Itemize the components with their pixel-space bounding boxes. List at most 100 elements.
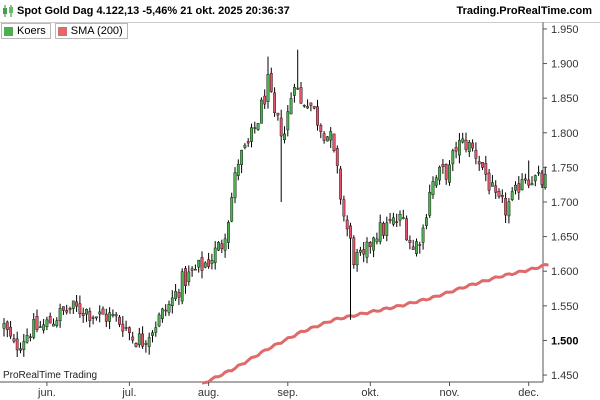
candle-body <box>372 237 375 251</box>
candle-body <box>230 197 234 222</box>
candle-body <box>55 320 59 327</box>
candle-body <box>524 178 527 181</box>
candle-body <box>124 327 128 329</box>
candle-body <box>174 291 177 299</box>
brand-label[interactable]: Trading.ProRealTime.com <box>456 5 592 17</box>
candle-body <box>283 133 286 140</box>
candle-body <box>299 87 303 104</box>
candle-body <box>286 111 290 131</box>
candle-body <box>233 172 237 199</box>
x-tick-label: nov. <box>440 387 460 399</box>
candle-body <box>487 172 491 191</box>
candle-body <box>345 219 349 230</box>
legend-swatch-sma <box>57 26 67 36</box>
candle-body <box>497 190 501 197</box>
candle-body <box>507 201 511 217</box>
candle-body <box>134 343 138 347</box>
candle-body <box>458 140 461 156</box>
candle-body <box>154 327 158 333</box>
candle-body <box>177 291 181 298</box>
candle-body <box>398 214 402 221</box>
candle-body <box>448 164 451 183</box>
candle-body <box>451 150 455 165</box>
candle-body <box>111 313 115 316</box>
candle-body <box>428 191 432 216</box>
candle-body <box>217 242 220 251</box>
candle-body <box>2 323 6 329</box>
candle-body <box>81 313 85 316</box>
candle-body <box>395 221 399 223</box>
candle-body <box>5 321 9 331</box>
x-axis-ticks: jun. jul. aug. sep. okt. nov. dec. <box>37 382 539 399</box>
candle-body <box>543 173 547 188</box>
candle-body <box>157 314 161 327</box>
candle-body <box>256 123 260 130</box>
candle-body <box>236 164 240 176</box>
candle-body <box>71 300 75 309</box>
candle-body <box>385 222 389 236</box>
candle-body <box>243 144 247 148</box>
legend-item-price[interactable]: Koers <box>1 23 51 39</box>
y-tick-label: 1.950 <box>551 24 579 36</box>
candle-body <box>78 303 82 315</box>
candle-body <box>401 217 405 219</box>
candle-body <box>101 308 105 315</box>
x-tick-label: jun. <box>37 387 56 399</box>
candle-body <box>537 171 541 174</box>
candle-body <box>494 185 498 193</box>
candle-body <box>504 198 507 216</box>
candle-body <box>68 308 72 310</box>
candle-body <box>203 262 207 268</box>
candle-body <box>517 183 521 193</box>
candle-body <box>352 237 356 266</box>
candle-body <box>266 74 270 102</box>
sma-series <box>201 263 549 385</box>
candle-body <box>131 336 135 341</box>
candle-body <box>187 271 191 282</box>
candle-body <box>246 141 250 144</box>
candle-body <box>481 162 484 168</box>
legend-label-sma: SMA (200) <box>70 25 123 37</box>
candle-body <box>510 191 514 200</box>
candle-body <box>289 98 293 115</box>
y-tick-label: 1.800 <box>551 128 579 140</box>
candle-body <box>193 268 197 271</box>
candle-body <box>15 338 19 351</box>
candle-body <box>88 311 92 321</box>
candle-body <box>141 333 144 347</box>
candle-body <box>151 332 154 336</box>
legend-label-price: Koers <box>17 25 46 37</box>
candle-body <box>170 297 174 307</box>
candle-body <box>269 72 273 92</box>
candle-body <box>368 242 372 247</box>
candle-body <box>29 336 32 338</box>
candle-body <box>520 179 524 191</box>
candle-body <box>461 138 465 143</box>
candle-body <box>62 306 65 311</box>
watermark: ProRealTime Trading <box>3 370 98 381</box>
candle-body <box>263 95 267 105</box>
y-axis-ticks: 1.950 1.900 1.850 1.800 1.750 1.700 1.650 1.600… <box>543 24 579 382</box>
y-tick-label: 1.500 <box>551 335 579 347</box>
candle-body <box>392 217 395 225</box>
candle-body <box>355 251 359 266</box>
candle-body <box>454 147 458 152</box>
candle-body <box>500 195 504 198</box>
candle-body <box>250 127 253 142</box>
candle-body <box>160 308 164 319</box>
candle-body <box>167 304 171 313</box>
candle-body <box>147 337 151 347</box>
candle-body <box>9 326 12 337</box>
legend-item-sma[interactable]: SMA (200) <box>54 23 128 39</box>
candle-body <box>85 308 88 315</box>
candles-series <box>2 49 547 357</box>
candle-body <box>12 338 16 342</box>
candle-body <box>22 341 26 350</box>
candle-body <box>164 309 168 312</box>
candle-body <box>339 168 342 200</box>
candle-body <box>326 136 329 142</box>
candle-body <box>477 161 481 165</box>
candle-body <box>484 163 488 175</box>
legend-swatch-price <box>4 26 13 36</box>
